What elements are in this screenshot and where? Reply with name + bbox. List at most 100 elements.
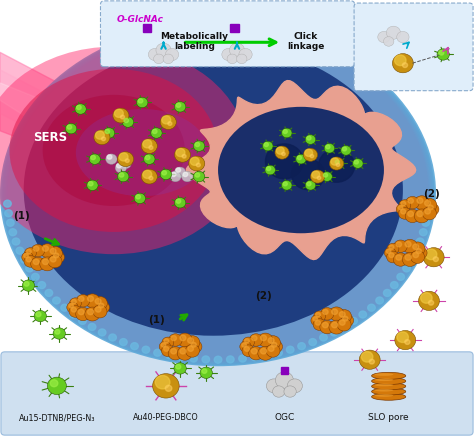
Circle shape [396, 204, 408, 215]
Circle shape [117, 164, 121, 168]
Circle shape [272, 342, 277, 347]
Circle shape [273, 386, 285, 397]
Circle shape [426, 203, 439, 215]
Circle shape [307, 136, 311, 140]
Text: Au40-PEG-DBCO: Au40-PEG-DBCO [133, 413, 199, 422]
Circle shape [94, 130, 110, 145]
Circle shape [171, 336, 176, 341]
Circle shape [313, 317, 318, 321]
Text: SERS: SERS [33, 131, 67, 144]
Circle shape [305, 149, 313, 157]
Circle shape [353, 159, 363, 168]
Circle shape [319, 334, 327, 341]
Circle shape [153, 374, 179, 398]
Circle shape [265, 165, 275, 175]
Ellipse shape [3, 24, 433, 364]
Circle shape [25, 248, 36, 259]
Circle shape [265, 336, 281, 349]
Circle shape [196, 163, 201, 167]
Circle shape [227, 356, 234, 363]
Circle shape [136, 195, 140, 199]
Circle shape [141, 169, 157, 184]
Circle shape [189, 341, 202, 353]
Circle shape [101, 137, 106, 141]
Circle shape [332, 309, 337, 314]
Circle shape [200, 367, 212, 378]
Circle shape [323, 173, 328, 177]
Circle shape [419, 291, 439, 310]
Circle shape [292, 159, 325, 190]
Circle shape [161, 343, 166, 347]
Circle shape [305, 135, 316, 144]
Circle shape [70, 311, 77, 318]
Circle shape [239, 48, 252, 61]
Circle shape [425, 201, 430, 206]
Circle shape [154, 54, 164, 64]
Circle shape [286, 346, 294, 353]
Circle shape [142, 346, 150, 353]
Ellipse shape [24, 44, 403, 336]
Circle shape [51, 251, 64, 263]
FancyBboxPatch shape [354, 3, 473, 91]
Circle shape [69, 306, 82, 317]
Circle shape [414, 247, 427, 259]
Circle shape [176, 103, 181, 107]
Text: O-GlcNAc: O-GlcNAc [116, 15, 164, 24]
Circle shape [174, 198, 186, 208]
Circle shape [24, 254, 28, 258]
Text: (1): (1) [148, 316, 165, 325]
Circle shape [131, 343, 138, 350]
Circle shape [389, 253, 394, 258]
Text: (2): (2) [255, 292, 272, 301]
Circle shape [413, 252, 419, 258]
Circle shape [24, 255, 37, 267]
Circle shape [282, 152, 285, 156]
Circle shape [350, 317, 357, 324]
Circle shape [89, 182, 93, 186]
Circle shape [433, 257, 438, 262]
Circle shape [269, 341, 283, 353]
Circle shape [394, 240, 407, 252]
Circle shape [53, 328, 65, 339]
Circle shape [332, 322, 337, 328]
Ellipse shape [374, 373, 393, 376]
Circle shape [417, 211, 423, 217]
Circle shape [162, 337, 174, 348]
Circle shape [67, 302, 78, 313]
Polygon shape [0, 83, 76, 140]
Circle shape [195, 173, 200, 177]
Text: OGC: OGC [274, 413, 294, 422]
Circle shape [67, 125, 72, 129]
Circle shape [222, 48, 235, 61]
Circle shape [88, 296, 93, 301]
Circle shape [343, 316, 348, 321]
Circle shape [408, 211, 413, 217]
Circle shape [397, 332, 409, 343]
Circle shape [394, 55, 406, 65]
Circle shape [202, 356, 210, 363]
Circle shape [320, 320, 334, 334]
Text: SLO pore: SLO pore [368, 413, 409, 422]
Circle shape [113, 108, 129, 123]
Circle shape [183, 172, 188, 177]
Circle shape [176, 199, 181, 203]
Circle shape [419, 229, 427, 236]
Ellipse shape [6, 27, 430, 361]
Circle shape [118, 171, 129, 182]
Circle shape [164, 339, 169, 343]
Circle shape [189, 156, 205, 171]
Circle shape [386, 26, 401, 39]
Ellipse shape [372, 372, 406, 379]
Circle shape [185, 344, 200, 357]
Circle shape [214, 356, 222, 363]
Circle shape [114, 109, 123, 117]
Circle shape [329, 320, 344, 334]
Ellipse shape [374, 384, 393, 386]
Circle shape [78, 309, 84, 315]
Circle shape [397, 31, 409, 43]
Circle shape [146, 156, 150, 160]
Circle shape [323, 310, 328, 314]
Ellipse shape [64, 99, 325, 185]
Circle shape [402, 239, 418, 253]
Circle shape [369, 359, 374, 364]
